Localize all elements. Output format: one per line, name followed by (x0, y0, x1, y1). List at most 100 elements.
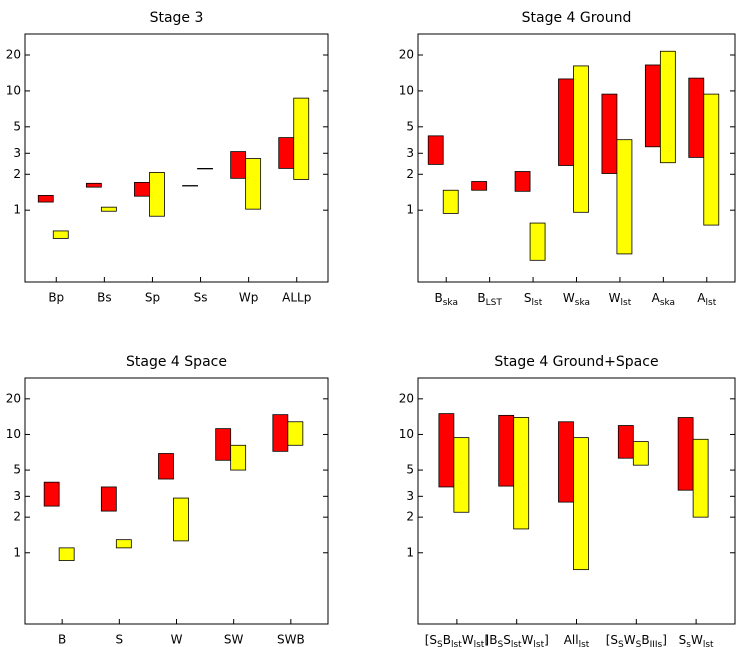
x-tick-label: [SSBlstWlst] (425, 633, 489, 647)
x-tick-label-part: s (686, 640, 691, 647)
x-tick-label-part: W (522, 633, 534, 647)
x-tick-label: Ss (194, 291, 208, 305)
y-tick-label: 20 (399, 391, 414, 405)
range-bar (100, 206, 117, 212)
y-tick-label: 2 (13, 510, 21, 524)
range-bar (644, 64, 661, 148)
subplot-title: Stage 3 (150, 10, 204, 26)
x-tick-label-part: [B (485, 633, 498, 647)
x-tick-label-part: lst (621, 298, 632, 308)
x-tick-label-part: W (624, 633, 636, 647)
y-tick-label: 10 (6, 427, 21, 441)
y-tick-label: 3 (13, 146, 21, 160)
x-tick-label-part: B (434, 291, 442, 305)
x-tick-label: SWB (277, 633, 305, 647)
x-tick-label: Alllst (564, 633, 590, 647)
x-tick-label-part: S (618, 640, 624, 647)
x-tick-label-part: A (652, 291, 661, 305)
range-bar (245, 158, 262, 210)
range-bar (438, 413, 455, 488)
x-tick-label-part: ska (575, 298, 590, 308)
y-tick-label: 2 (13, 167, 21, 181)
range-bar (43, 481, 60, 507)
x-tick-label-part: ] (484, 633, 489, 647)
x-tick-label: Bska (434, 291, 458, 308)
x-tick-label: [BSSlstWlst] (485, 633, 549, 647)
y-tick-label: 2 (406, 510, 414, 524)
range-bar (558, 78, 574, 166)
range-bar (278, 137, 295, 169)
range-bar (677, 417, 694, 491)
x-tick-label-part: lst (532, 298, 543, 308)
y-tick-label: 20 (399, 48, 414, 62)
x-tick-label-part: [S (425, 633, 437, 647)
subplot: Stage 3 1 2 3 5 10 20 Bp Bs Sp Ss Wp ALLp (6, 10, 329, 305)
x-tick-label: Wska (563, 291, 590, 308)
range-bar (85, 182, 102, 188)
x-tick-label-part: S (524, 291, 532, 305)
x-tick-label-part: [S (606, 633, 618, 647)
range-bar (659, 50, 676, 164)
range-bar (100, 486, 117, 512)
range-bar (471, 181, 488, 191)
subplot-title: Stage 4 Ground (522, 10, 632, 26)
range-bar (442, 189, 459, 214)
x-tick-label-part: lst (451, 640, 462, 647)
x-tick-label: SW (224, 633, 244, 647)
x-tick-label-part: IIIs (650, 640, 663, 647)
x-tick-label-part: W (609, 291, 621, 305)
range-bar (427, 135, 444, 165)
x-tick-label: W (171, 633, 183, 647)
range-bar (513, 417, 530, 530)
x-tick-label: Aska (652, 291, 675, 308)
x-tick-label: B (58, 633, 66, 647)
x-tick-label-part: S (497, 640, 503, 647)
x-tick-label-part: lst (533, 640, 544, 647)
range-bar (37, 195, 54, 203)
y-tick-label: 10 (399, 83, 414, 97)
range-bar (616, 139, 633, 255)
x-tick-label-part: S (679, 633, 687, 647)
y-tick-label: 5 (406, 463, 414, 477)
x-tick-label-part: S (437, 640, 443, 647)
x-tick-label: Wp (239, 291, 258, 305)
x-tick-label-part: lst (474, 640, 485, 647)
range-bar (632, 441, 649, 466)
x-tick-label-part: A (697, 291, 706, 305)
y-tick-label: 3 (406, 489, 414, 503)
x-tick-label-part: W (563, 291, 575, 305)
x-tick-label: ALLp (282, 291, 311, 305)
range-bar (182, 185, 198, 187)
range-bar (453, 437, 470, 513)
x-tick-label: BLST (477, 291, 502, 308)
y-tick-label: 20 (6, 391, 21, 405)
y-tick-label: 5 (13, 463, 21, 477)
x-tick-label: SsWlst (679, 633, 714, 647)
range-bar (688, 77, 705, 158)
x-tick-label-part: lst (703, 640, 714, 647)
x-tick-label-part: B (477, 291, 485, 305)
x-tick-label-part: W (691, 633, 703, 647)
range-bar (158, 453, 174, 480)
x-tick-label-part: ] (662, 633, 667, 647)
x-tick-label-part: ] (544, 633, 549, 647)
x-tick-label-part: B (641, 633, 649, 647)
x-tick-label: Sp (145, 291, 160, 305)
x-tick-label: Wlst (609, 291, 632, 308)
x-tick-label-part: All (564, 633, 579, 647)
x-tick-label-part: ska (660, 298, 675, 308)
range-bar (617, 425, 634, 459)
range-bar (272, 414, 289, 452)
range-bar (293, 97, 310, 180)
x-tick-label-part: lst (511, 640, 522, 647)
x-tick-label: S (116, 633, 124, 647)
y-tick-label: 3 (406, 146, 414, 160)
range-bar (149, 172, 165, 217)
range-bar (230, 444, 247, 471)
range-bar (573, 65, 589, 213)
range-bar (115, 539, 132, 549)
range-bar (601, 93, 618, 174)
